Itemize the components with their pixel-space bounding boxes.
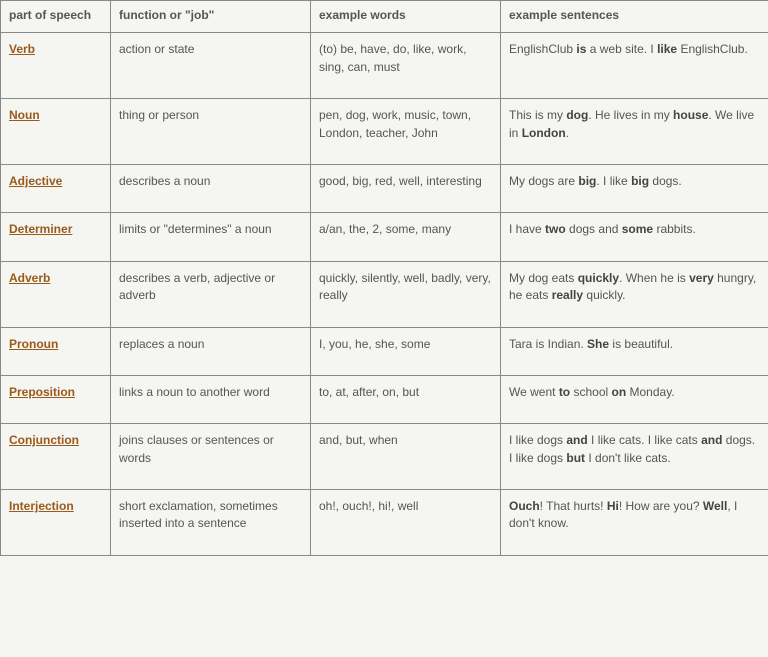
example-words-cell: I, you, he, she, some <box>311 327 501 375</box>
function-cell: describes a verb, adjective or adverb <box>111 261 311 327</box>
function-cell: replaces a noun <box>111 327 311 375</box>
part-of-speech-link[interactable]: Adjective <box>9 174 62 188</box>
function-cell: describes a noun <box>111 164 311 212</box>
table-row: Adjective describes a noungood, big, red,… <box>1 164 768 212</box>
table-header-row: part of speech function or "job" example… <box>1 1 768 33</box>
example-sentence-cell: We went to school on Monday. <box>501 375 768 423</box>
col-example-words: example words <box>311 1 501 33</box>
table-row: Adverb describes a verb, adjective or adv… <box>1 261 768 327</box>
part-of-speech-link[interactable]: Preposition <box>9 385 75 399</box>
example-words-cell: pen, dog, work, music, town, London, tea… <box>311 99 501 165</box>
example-sentence-cell: EnglishClub is a web site. I like Englis… <box>501 33 768 99</box>
function-cell: limits or "determines" a noun <box>111 213 311 261</box>
part-of-speech-link[interactable]: Determiner <box>9 222 72 236</box>
col-function: function or "job" <box>111 1 311 33</box>
col-example-sentences: example sentences <box>501 1 768 33</box>
table-row: Interjection short exclamation, sometimes… <box>1 490 768 556</box>
function-cell: short exclamation, sometimes inserted in… <box>111 490 311 556</box>
example-sentence-cell: My dogs are big. I like big dogs. <box>501 164 768 212</box>
example-sentence-cell: This is my dog. He lives in my house. We… <box>501 99 768 165</box>
function-cell: thing or person <box>111 99 311 165</box>
example-sentence-cell: Tara is Indian. She is beautiful. <box>501 327 768 375</box>
example-words-cell: oh!, ouch!, hi!, well <box>311 490 501 556</box>
table-row: Determiner limits or "determines" a nouna… <box>1 213 768 261</box>
function-cell: links a noun to another word <box>111 375 311 423</box>
example-words-cell: good, big, red, well, interesting <box>311 164 501 212</box>
example-sentence-cell: I have two dogs and some rabbits. <box>501 213 768 261</box>
part-of-speech-link[interactable]: Noun <box>9 108 40 122</box>
example-words-cell: a/an, the, 2, some, many <box>311 213 501 261</box>
table-row: Preposition links a noun to another wordt… <box>1 375 768 423</box>
col-part-of-speech: part of speech <box>1 1 111 33</box>
parts-of-speech-table: part of speech function or "job" example… <box>0 0 768 556</box>
example-words-cell: to, at, after, on, but <box>311 375 501 423</box>
part-of-speech-link[interactable]: Pronoun <box>9 337 58 351</box>
example-words-cell: quickly, silently, well, badly, very, re… <box>311 261 501 327</box>
example-words-cell: and, but, when <box>311 424 501 490</box>
function-cell: joins clauses or sentences or words <box>111 424 311 490</box>
function-cell: action or state <box>111 33 311 99</box>
table-row: Pronoun replaces a nounI, you, he, she, s… <box>1 327 768 375</box>
example-words-cell: (to) be, have, do, like, work, sing, can… <box>311 33 501 99</box>
example-sentence-cell: My dog eats quickly. When he is very hun… <box>501 261 768 327</box>
table-row: Verb action or state(to) be, have, do, li… <box>1 33 768 99</box>
part-of-speech-link[interactable]: Conjunction <box>9 433 79 447</box>
part-of-speech-link[interactable]: Verb <box>9 42 35 56</box>
example-sentence-cell: I like dogs and I like cats. I like cats… <box>501 424 768 490</box>
part-of-speech-link[interactable]: Adverb <box>9 271 50 285</box>
table-row: Conjunction joins clauses or sentences or… <box>1 424 768 490</box>
part-of-speech-link[interactable]: Interjection <box>9 499 74 513</box>
example-sentence-cell: Ouch! That hurts! Hi! How are you? Well,… <box>501 490 768 556</box>
table-row: Noun thing or personpen, dog, work, music… <box>1 99 768 165</box>
